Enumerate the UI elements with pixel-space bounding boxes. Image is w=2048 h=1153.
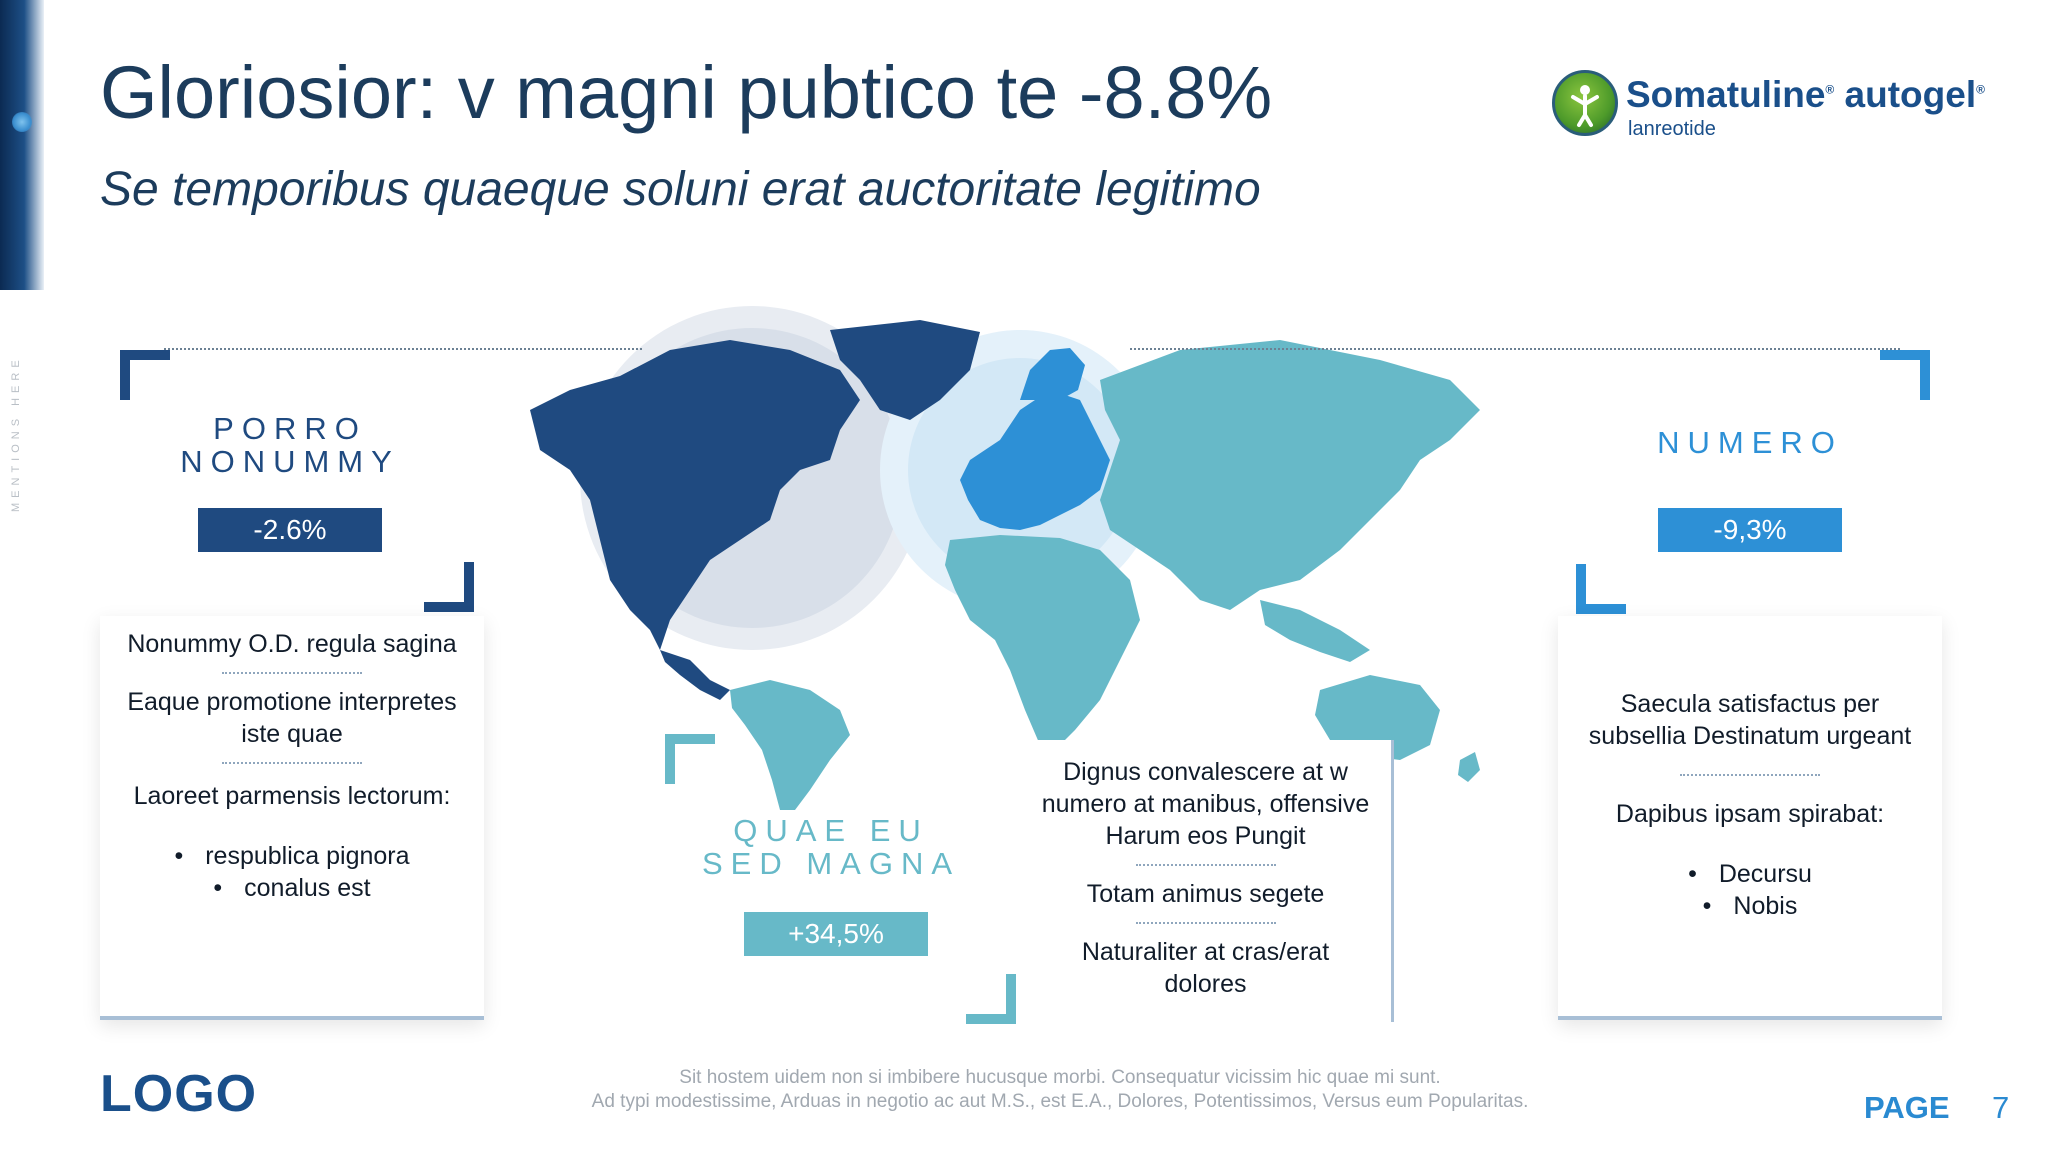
left-region-value-badge: -2.6% xyxy=(198,508,382,552)
south-america xyxy=(730,680,850,810)
australia xyxy=(1315,675,1440,760)
southeast-asia xyxy=(1260,600,1370,662)
left-card-bullets: respublica pignora conalus est xyxy=(100,840,484,904)
list-item: Decursu xyxy=(1558,858,1942,890)
left-region-title: PORRO NONUMMY xyxy=(180,411,400,479)
right-card-bullets: Decursu Nobis xyxy=(1558,858,1942,922)
brand-logo: Somatuline® autogel® lanreotide xyxy=(1552,68,1985,148)
right-region-title: NUMERO xyxy=(1657,425,1843,460)
central-america xyxy=(660,650,730,700)
middle-card-separator xyxy=(1135,922,1276,924)
page-label: PAGE xyxy=(1864,1090,1950,1125)
slide-title: Gloriosior: v magni pubtico te -8.8% xyxy=(100,51,1273,134)
middle-region-title: QUAE EU SED MAGNA xyxy=(701,813,961,881)
asia xyxy=(1100,340,1480,610)
middle-card-item-1: Dignus convalescere at w numero at manib… xyxy=(1041,758,1370,850)
page-number: 7 xyxy=(1992,1090,2010,1125)
left-card-item-3: Laoreet parmensis lectorum: xyxy=(133,782,451,810)
accent-dot xyxy=(12,112,32,132)
left-corner-top xyxy=(120,350,170,400)
right-corner-bottom xyxy=(1576,564,1626,614)
footnote: Sit hostem uidem non si imbibere hucusqu… xyxy=(591,1067,1529,1112)
left-connector-line xyxy=(164,348,642,350)
middle-corner-bottom xyxy=(966,974,1016,1024)
brand-emblem-icon xyxy=(1552,70,1618,136)
middle-card-item-3: Naturaliter at cras/erat dolores xyxy=(1081,938,1330,998)
left-card-item-1: Nonummy O.D. regula sagina xyxy=(127,630,457,658)
middle-region-value-badge: +34,5% xyxy=(744,912,928,956)
mentions-vertical-text: MENTIONS HERE xyxy=(10,355,22,512)
europe xyxy=(960,390,1110,530)
north-america xyxy=(530,340,860,650)
brand-generic-name: lanreotide xyxy=(1628,118,1716,140)
right-connector-line xyxy=(1130,348,1900,350)
scandinavia xyxy=(1020,348,1085,400)
brand-name: Somatuline® autogel® xyxy=(1626,74,1985,115)
new-zealand xyxy=(1458,752,1480,782)
middle-card-item-2: Totam animus segete xyxy=(1086,880,1325,908)
list-item: Nobis xyxy=(1558,890,1942,922)
africa xyxy=(945,535,1140,750)
left-card-separator xyxy=(222,672,362,674)
side-accent-bar xyxy=(0,0,44,290)
right-card-separator xyxy=(1680,774,1820,776)
right-card-item-2: Dapibus ipsam spirabat: xyxy=(1615,800,1885,828)
right-region-value-badge: -9,3% xyxy=(1658,508,1842,552)
footer-logo: LOGO xyxy=(100,1065,258,1123)
left-info-card: Nonummy O.D. regula sagina Eaque promoti… xyxy=(100,616,484,1020)
middle-card-separator xyxy=(1135,864,1276,866)
left-card-item-2: Eaque promotione interpretes iste quae xyxy=(127,688,457,748)
left-card-separator xyxy=(222,762,362,764)
middle-corner-top xyxy=(665,734,715,784)
world-map xyxy=(530,306,1480,810)
greenland xyxy=(830,320,980,420)
right-info-card: Saecula satisfactus per subsellia Destin… xyxy=(1558,616,1942,1020)
list-item: conalus est xyxy=(100,872,484,904)
left-corner-bottom xyxy=(424,562,474,612)
middle-info-card: Dignus convalescere at w numero at manib… xyxy=(1020,740,1394,1022)
slide-subtitle: Se temporibus quaeque soluni erat auctor… xyxy=(100,163,1261,216)
right-corner-top xyxy=(1880,350,1930,400)
list-item: respublica pignora xyxy=(100,840,484,872)
right-card-item-1: Saecula satisfactus per subsellia Destin… xyxy=(1588,690,1912,750)
